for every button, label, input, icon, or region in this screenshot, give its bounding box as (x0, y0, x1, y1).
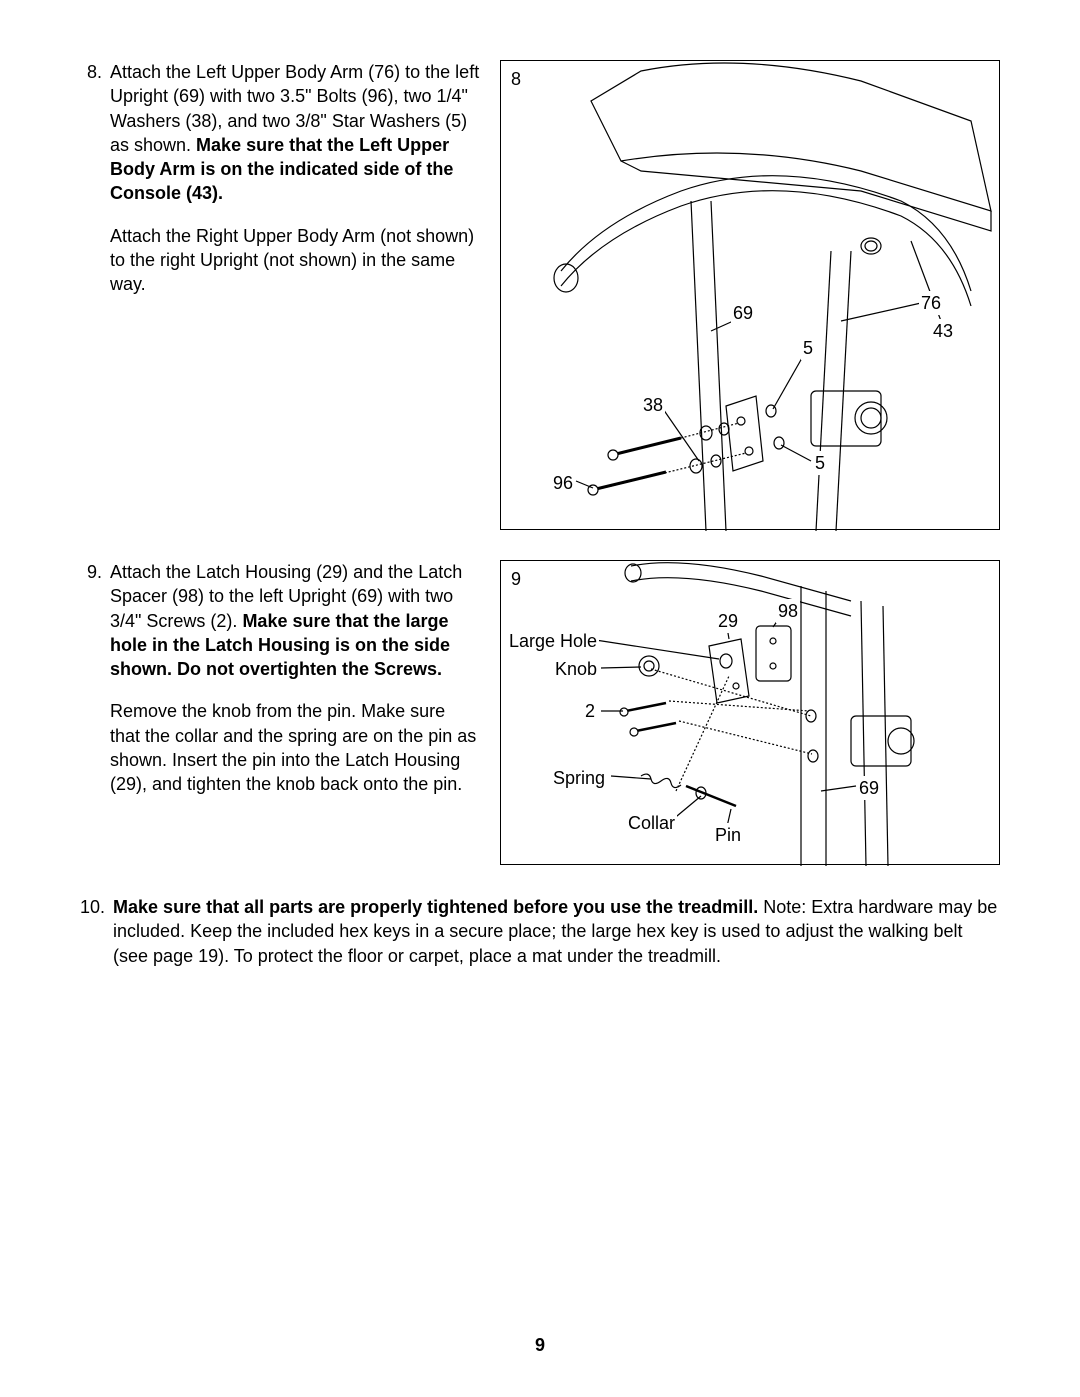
fig8-label-96: 96 (551, 471, 575, 495)
fig9-label-69: 69 (857, 776, 881, 800)
fig9-label-knob: Knob (553, 657, 599, 681)
step-9-body: Attach the Latch Housing (29) and the La… (110, 560, 480, 865)
step-8-body: Attach the Left Upper Body Arm (76) to t… (110, 60, 480, 530)
step-9-row: 9. Attach the Latch Housing (29) and the… (80, 560, 1000, 865)
step-8-row: 8. Attach the Left Upper Body Arm (76) t… (80, 60, 1000, 530)
step-10-body: Make sure that all parts are properly ti… (113, 895, 1000, 968)
fig8-label-5b: 5 (813, 451, 827, 475)
fig8-label-5a: 5 (801, 336, 815, 360)
fig9-label-98: 98 (776, 599, 800, 623)
step-10-number: 10. (80, 895, 113, 968)
step-8-text: 8. Attach the Left Upper Body Arm (76) t… (80, 60, 480, 530)
page-number: 9 (0, 1333, 1080, 1357)
step-10-row: 10. Make sure that all parts are properl… (80, 895, 1000, 968)
fig9-label-pin: Pin (713, 823, 743, 847)
step-10-p1a: Make sure that all parts are properly ti… (113, 897, 758, 917)
figure-9-svg (501, 561, 1001, 866)
fig9-label-2: 2 (583, 699, 597, 723)
figure-8: 8 (500, 60, 1000, 530)
figure-9: 9 (500, 560, 1000, 865)
step-9-p1: Attach the Latch Housing (29) and the La… (110, 560, 480, 681)
step-9-p2: Remove the knob from the pin. Make sure … (110, 699, 480, 796)
fig8-label-76: 76 (919, 291, 943, 315)
fig8-label-69: 69 (731, 301, 755, 325)
step-10-p1: Make sure that all parts are properly ti… (113, 895, 1000, 968)
step-9-text: 9. Attach the Latch Housing (29) and the… (80, 560, 480, 865)
step-8-number: 8. (80, 60, 110, 530)
step-8-p1: Attach the Left Upper Body Arm (76) to t… (110, 60, 480, 206)
fig9-label-spring: Spring (551, 766, 607, 790)
fig8-label-43: 43 (931, 319, 955, 343)
fig9-label-largehole: Large Hole (507, 629, 599, 653)
fig9-label-29: 29 (716, 609, 740, 633)
fig9-label-collar: Collar (626, 811, 677, 835)
step-9-number: 9. (80, 560, 110, 865)
fig8-label-38: 38 (641, 393, 665, 417)
step-8-p2: Attach the Right Upper Body Arm (not sho… (110, 224, 480, 297)
